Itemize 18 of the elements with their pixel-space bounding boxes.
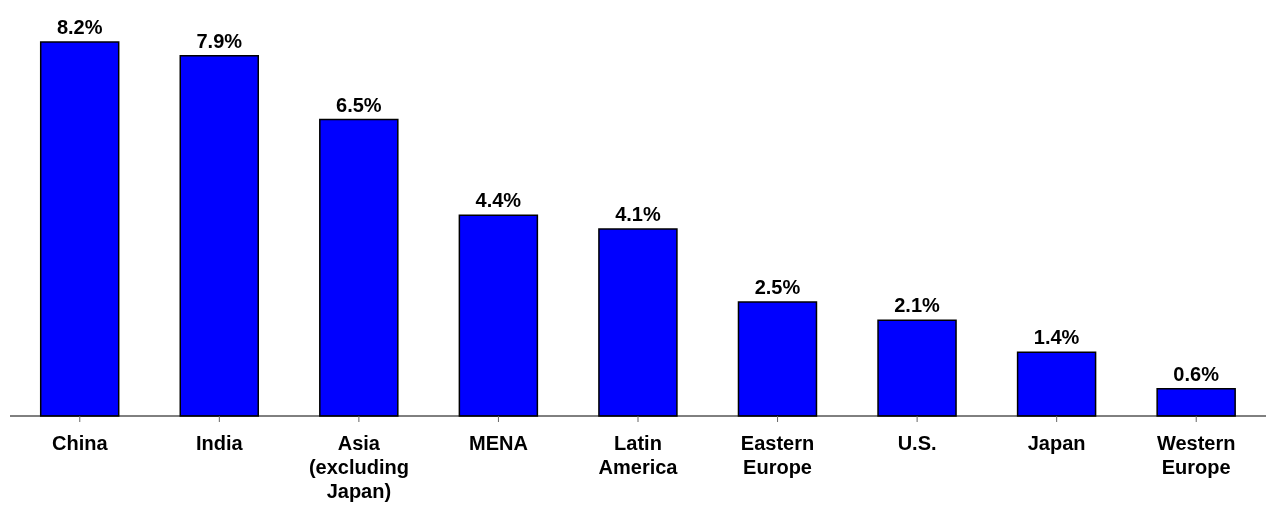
x-tick-label: Asia (excluding Japan) bbox=[308, 432, 409, 502]
x-tick-label: U.S. bbox=[897, 432, 937, 454]
x-tick-label: Japan bbox=[1027, 432, 1086, 454]
data-label: 6.5% bbox=[336, 93, 382, 116]
x-tick-label: India bbox=[196, 432, 244, 454]
data-label: 4.4% bbox=[475, 189, 522, 212]
x-tick-label: Eastern Europe bbox=[740, 432, 815, 478]
data-label: 1.4% bbox=[1033, 326, 1080, 349]
data-label: 2.5% bbox=[754, 275, 801, 298]
data-label: 8.2% bbox=[56, 16, 103, 38]
x-tick-label: China bbox=[52, 432, 109, 454]
data-label: 0.6% bbox=[1173, 362, 1220, 385]
x-tick-label: Latin America bbox=[598, 432, 679, 478]
x-tick-label: MENA bbox=[469, 432, 528, 454]
data-label: 4.1% bbox=[615, 203, 661, 225]
x-tick-label: Western Europe bbox=[1156, 432, 1236, 478]
data-label: 2.1% bbox=[894, 294, 941, 317]
data-label: 7.9% bbox=[196, 29, 243, 52]
